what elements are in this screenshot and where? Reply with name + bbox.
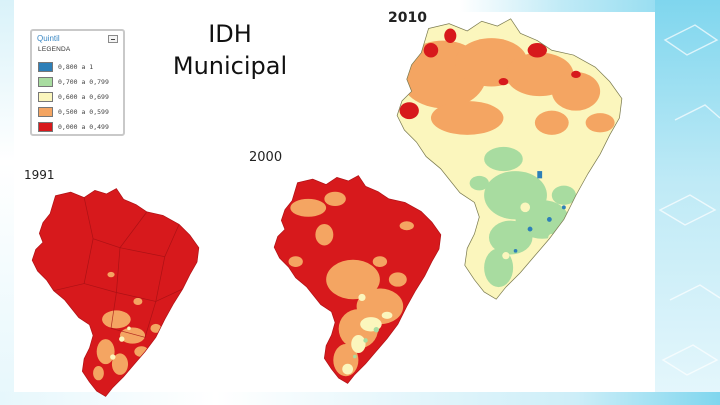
frame-right-decoration: [655, 0, 720, 405]
year-label-1991: 1991: [24, 168, 55, 182]
slide-title-line-1: IDH: [208, 20, 252, 48]
brazil-map-1991: [31, 188, 200, 397]
legend-item-label: 0,500 a 0,599: [58, 108, 109, 116]
legend-swatch: [38, 92, 53, 102]
legend-item-label: 0,600 a 0,699: [58, 93, 109, 101]
legend-swatch: [38, 107, 53, 117]
legend-item-label: 0,700 a 0,799: [58, 78, 109, 86]
slide-title: IDH Municipal: [160, 18, 300, 82]
brazil-map-2000: [273, 175, 442, 384]
legend-swatch: [38, 62, 53, 72]
slide-title-line-2: Municipal: [172, 52, 288, 80]
frame-geometric-decoration: [658, 24, 720, 376]
legend-item-label: 0,000 a 0,499: [58, 123, 109, 131]
legend-title: Quintil: [37, 34, 60, 43]
legend-item-label: 0,800 a 1: [58, 63, 94, 71]
year-label-2000: 2000: [249, 150, 283, 165]
legend-minimize-button[interactable]: [108, 35, 118, 43]
legend-swatch: [38, 77, 53, 87]
legend-swatch: [38, 122, 53, 132]
map-legend: Quintil LEGENDA 0,800 a 1 0,700 a 0,799 …: [30, 29, 125, 136]
legend-subtitle: LEGENDA: [38, 46, 71, 53]
frame-bottom-decoration: [0, 392, 720, 405]
year-label-2010: 2010: [388, 10, 427, 26]
frame-left-decoration: [0, 0, 14, 405]
brazil-map-2010: [396, 18, 623, 300]
